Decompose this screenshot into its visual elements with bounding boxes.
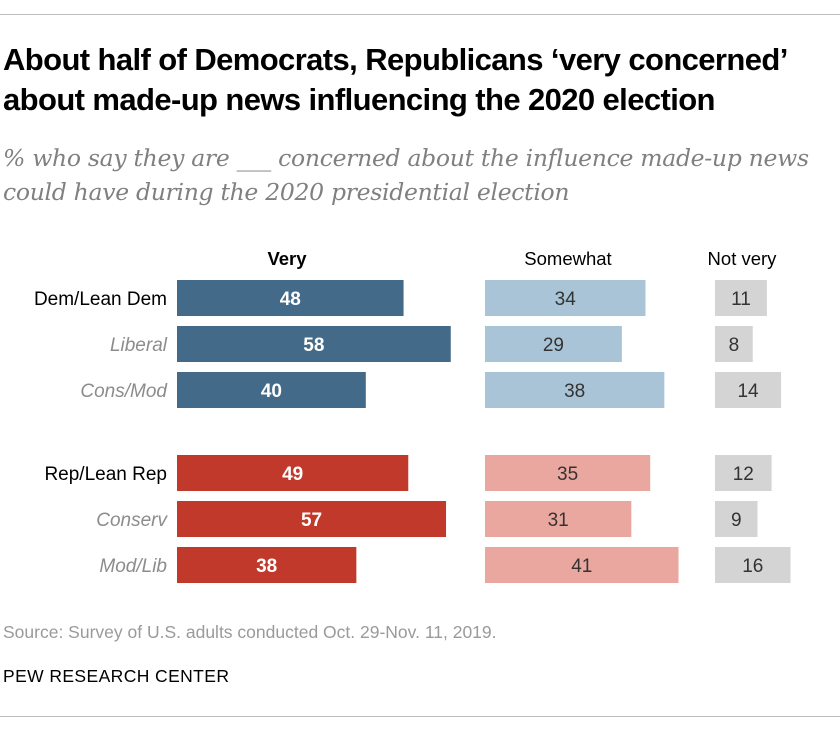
column-header-very: Very [267, 248, 307, 269]
row-label-mod-lib: Mod/Lib [99, 556, 167, 577]
value-label-very-liberal: 58 [303, 335, 324, 356]
bar-very-conserv [177, 501, 447, 537]
bar-not-very-dem-lean-dem [715, 280, 767, 316]
value-label-somewhat-dem-lean-dem: 34 [555, 289, 577, 310]
row-label-conserv: Conserv [96, 510, 168, 531]
bar-very-dem-lean-dem [177, 280, 404, 316]
value-label-somewhat-conserv: 31 [548, 510, 569, 531]
value-label-very-dem-lean-dem: 48 [280, 289, 301, 310]
top-rule [0, 14, 840, 15]
bar-not-very-liberal [715, 326, 753, 362]
value-label-somewhat-mod-lib: 41 [571, 556, 592, 577]
column-header-somewhat: Somewhat [524, 248, 611, 269]
bar-not-very-cons-mod [715, 372, 782, 408]
chart-subtitle: % who say they are ___ concerned about t… [3, 144, 809, 206]
bar-not-very-mod-lib [715, 547, 791, 583]
bottom-rule [0, 716, 840, 717]
value-label-very-mod-lib: 38 [256, 556, 277, 577]
row-label-cons-mod: Cons/Mod [80, 381, 168, 402]
value-label-somewhat-rep-lean-rep: 35 [557, 464, 578, 485]
bar-chart: Very Somewhat Not very Dem/Lean Dem 48 34 11 Li… [34, 248, 791, 583]
row-label-rep-lean-rep: Rep/Lean Rep [44, 464, 167, 485]
bar-not-very-rep-lean-rep [715, 455, 772, 491]
bar-very-rep-lean-rep [177, 455, 409, 491]
brand-name: PEW RESEARCH CENTER [3, 666, 230, 686]
bar-somewhat-dem-lean-dem [485, 280, 646, 316]
bar-very-liberal [177, 326, 451, 362]
value-label-not-very-mod-lib: 16 [742, 556, 763, 577]
value-label-very-cons-mod: 40 [261, 381, 282, 402]
column-header-not-very: Not very [708, 248, 778, 269]
bar-very-cons-mod [177, 372, 366, 408]
chart-title: About half of Democrats, Republicans ‘ve… [3, 42, 787, 117]
row-label-liberal: Liberal [110, 335, 168, 356]
value-label-not-very-dem-lean-dem: 11 [731, 289, 751, 310]
bar-very-mod-lib [177, 547, 357, 583]
row-label-dem-lean-dem: Dem/Lean Dem [34, 289, 167, 310]
value-label-not-very-cons-mod: 14 [737, 381, 759, 402]
value-label-somewhat-cons-mod: 38 [564, 381, 585, 402]
bar-not-very-conserv [715, 501, 758, 537]
value-label-not-very-conserv: 9 [731, 510, 742, 531]
value-label-not-very-liberal: 8 [729, 335, 740, 356]
value-label-very-rep-lean-rep: 49 [282, 464, 303, 485]
bar-somewhat-rep-lean-rep [485, 455, 651, 491]
value-label-not-very-rep-lean-rep: 12 [733, 464, 754, 485]
value-label-somewhat-liberal: 29 [543, 335, 564, 356]
value-label-very-conserv: 57 [301, 510, 322, 531]
bar-somewhat-liberal [485, 326, 622, 362]
bar-somewhat-mod-lib [485, 547, 679, 583]
bar-somewhat-cons-mod [485, 372, 665, 408]
source-note: Source: Survey of U.S. adults conducted … [3, 622, 497, 642]
bar-somewhat-conserv [485, 501, 632, 537]
